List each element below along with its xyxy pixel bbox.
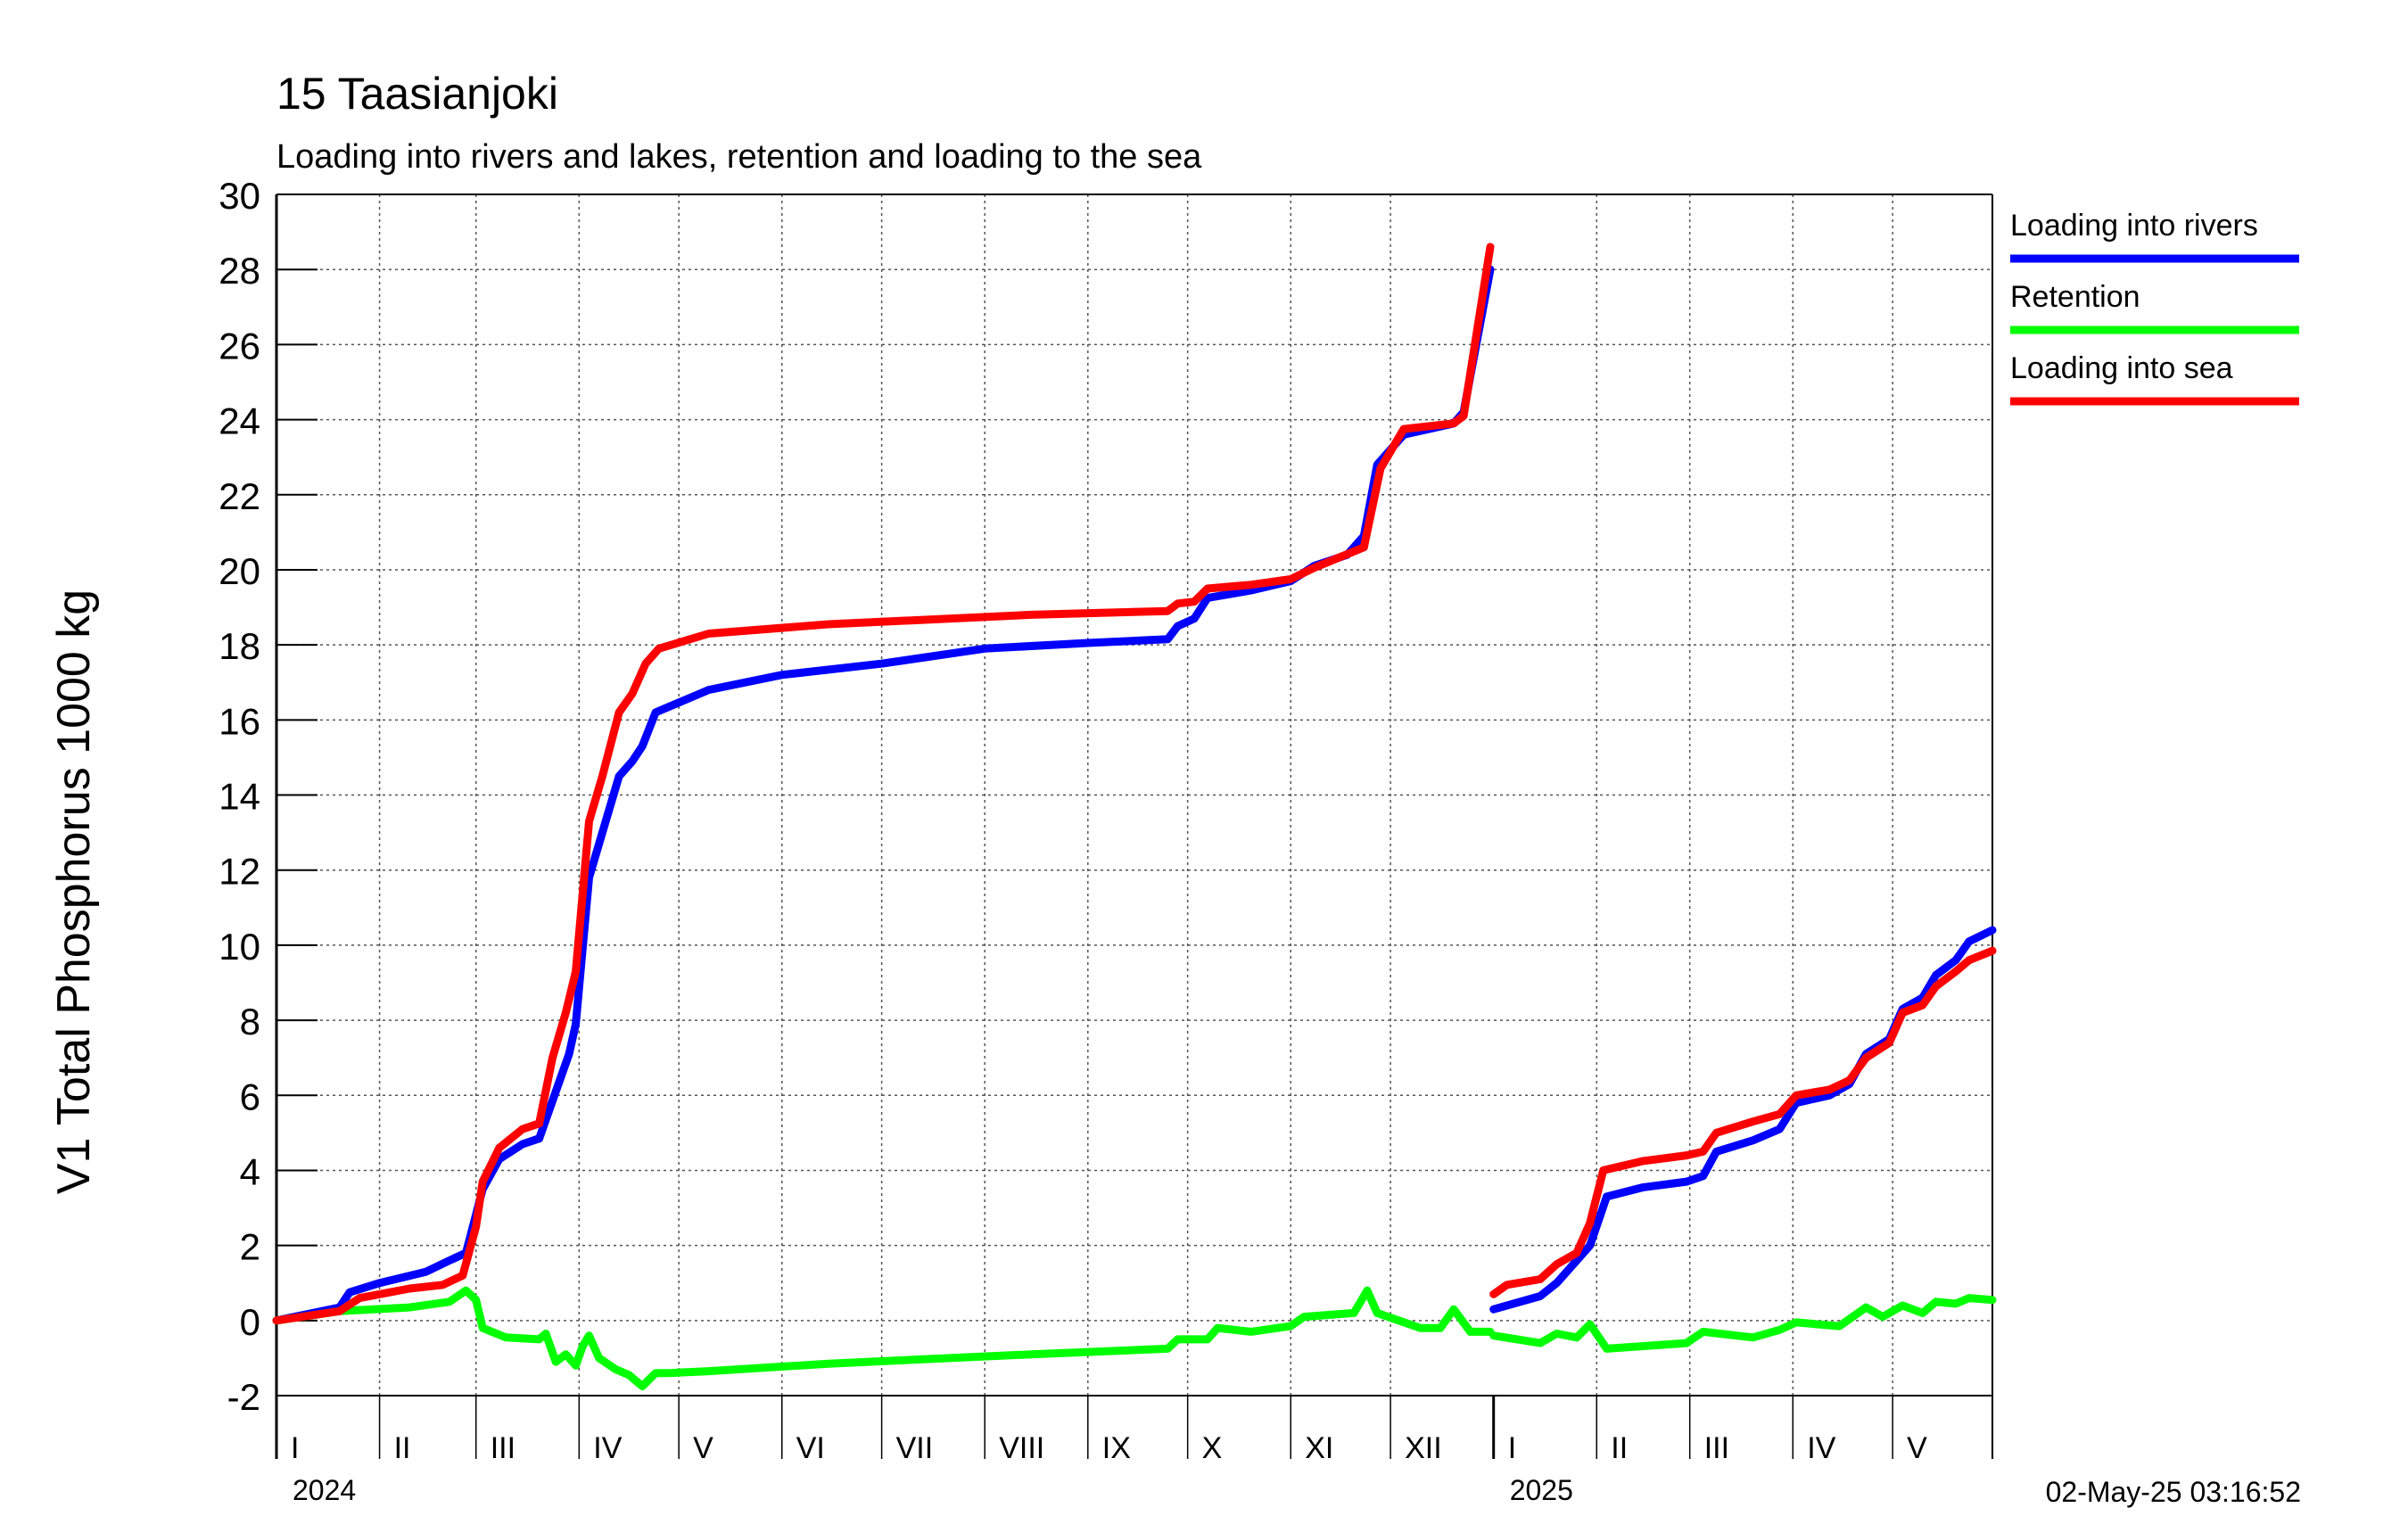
y-tick-label: -2 (227, 1376, 260, 1418)
series-line (272, 1286, 1495, 1390)
month-label: I (1508, 1431, 1516, 1465)
y-tick-label: 26 (219, 325, 260, 367)
month-label: IX (1102, 1431, 1131, 1465)
month-label: V (693, 1431, 713, 1465)
y-tick-label: 0 (240, 1301, 260, 1343)
month-label: III (491, 1431, 515, 1465)
y-tick-label: 22 (219, 475, 260, 517)
series-line (1489, 946, 1997, 1298)
y-tick-label: 10 (219, 926, 260, 968)
y-tick-label: 30 (219, 175, 260, 217)
y-tick-label: 20 (219, 550, 260, 592)
month-label: IV (593, 1431, 622, 1465)
month-label: VIII (999, 1431, 1044, 1465)
month-label: III (1704, 1431, 1729, 1465)
legend-label: Loading into rivers (2010, 209, 2258, 243)
month-label: X (1202, 1431, 1223, 1465)
year-label: 2025 (1510, 1474, 1573, 1506)
month-label: VI (796, 1431, 825, 1465)
month-label: XI (1305, 1431, 1333, 1465)
series-line (272, 243, 1495, 1325)
y-tick-label: 18 (219, 625, 260, 667)
y-tick-label: 2 (240, 1226, 260, 1268)
y-tick-label: 4 (240, 1150, 260, 1192)
month-label: XII (1405, 1431, 1442, 1465)
month-label: IV (1807, 1431, 1835, 1465)
legend: Loading into rivers Retention Loading into… (2010, 209, 2299, 406)
year-label: 2024 (293, 1474, 356, 1506)
chart-subtitle: Loading into rivers and lakes, retention… (276, 138, 1202, 176)
series (272, 243, 1997, 1390)
chart-title: 15 Taasianjoki (276, 69, 558, 119)
series-line (1489, 926, 1997, 1314)
y-tick-label: 12 (219, 851, 260, 893)
y-tick-label: 16 (219, 700, 260, 742)
y-tick-label: 8 (240, 1001, 260, 1042)
month-label: I (291, 1431, 299, 1465)
series-line (1489, 1294, 1997, 1353)
y-tick-label: 28 (219, 250, 260, 292)
legend-label: Loading into sea (2010, 351, 2233, 385)
y-tick-label: 6 (240, 1075, 260, 1117)
y-axis-label: V1 Total Phosphorus 1000 kg (48, 589, 100, 1194)
y-tick-label: 24 (219, 400, 260, 442)
month-label: V (1907, 1431, 1927, 1465)
y-tick-label: 14 (219, 776, 260, 818)
month-label: II (394, 1431, 411, 1465)
grid (276, 194, 1992, 1397)
month-label: VII (896, 1431, 934, 1465)
timestamp: 02-May-25 03:16:52 (2046, 1476, 2301, 1508)
month-label: II (1611, 1431, 1628, 1465)
legend-label: Retention (2010, 280, 2140, 314)
